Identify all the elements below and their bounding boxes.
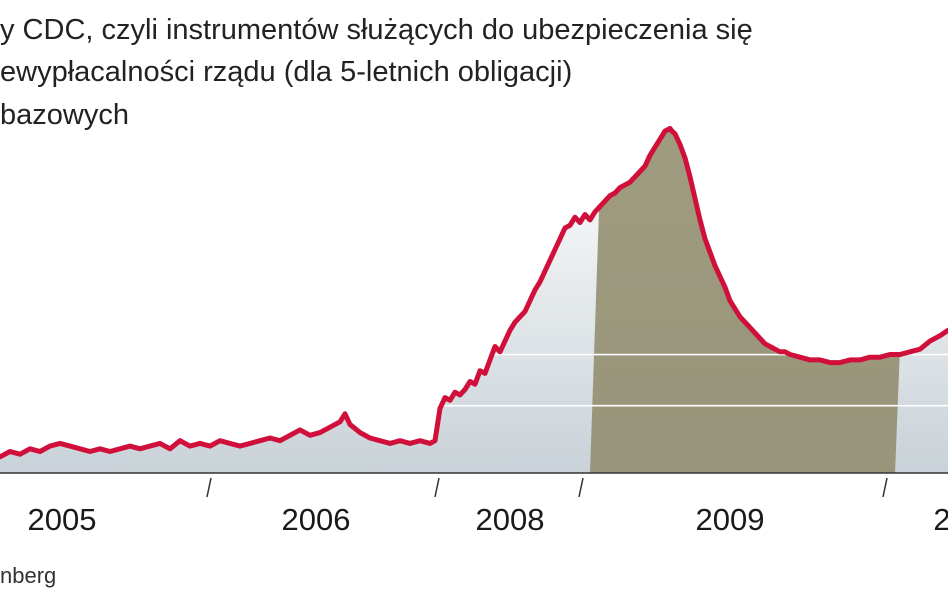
x-tick-label: 2009 [695, 502, 765, 537]
x-tick-label: 2005 [27, 502, 97, 537]
x-tick-label: 2008 [475, 502, 545, 537]
series-line [0, 125, 948, 460]
chart-title-line-3: bazowych [0, 99, 129, 131]
x-tick-mark [578, 477, 584, 498]
area-layer [0, 128, 948, 473]
chart-title-line-1: y CDC, czyli instrumentów służących do u… [0, 14, 753, 46]
chart-title-line-2: ewypłacalności rządu (dla 5-letnich obli… [0, 56, 573, 88]
x-tick-label: 2006 [281, 502, 351, 537]
line-layer [0, 125, 948, 460]
x-tick-label: 2 [933, 502, 948, 537]
source-label: nberg [0, 563, 57, 588]
x-tick-mark [206, 477, 212, 498]
x-tick-mark [434, 477, 440, 498]
axis-layer [0, 472, 948, 498]
x-tick-mark [882, 477, 888, 498]
